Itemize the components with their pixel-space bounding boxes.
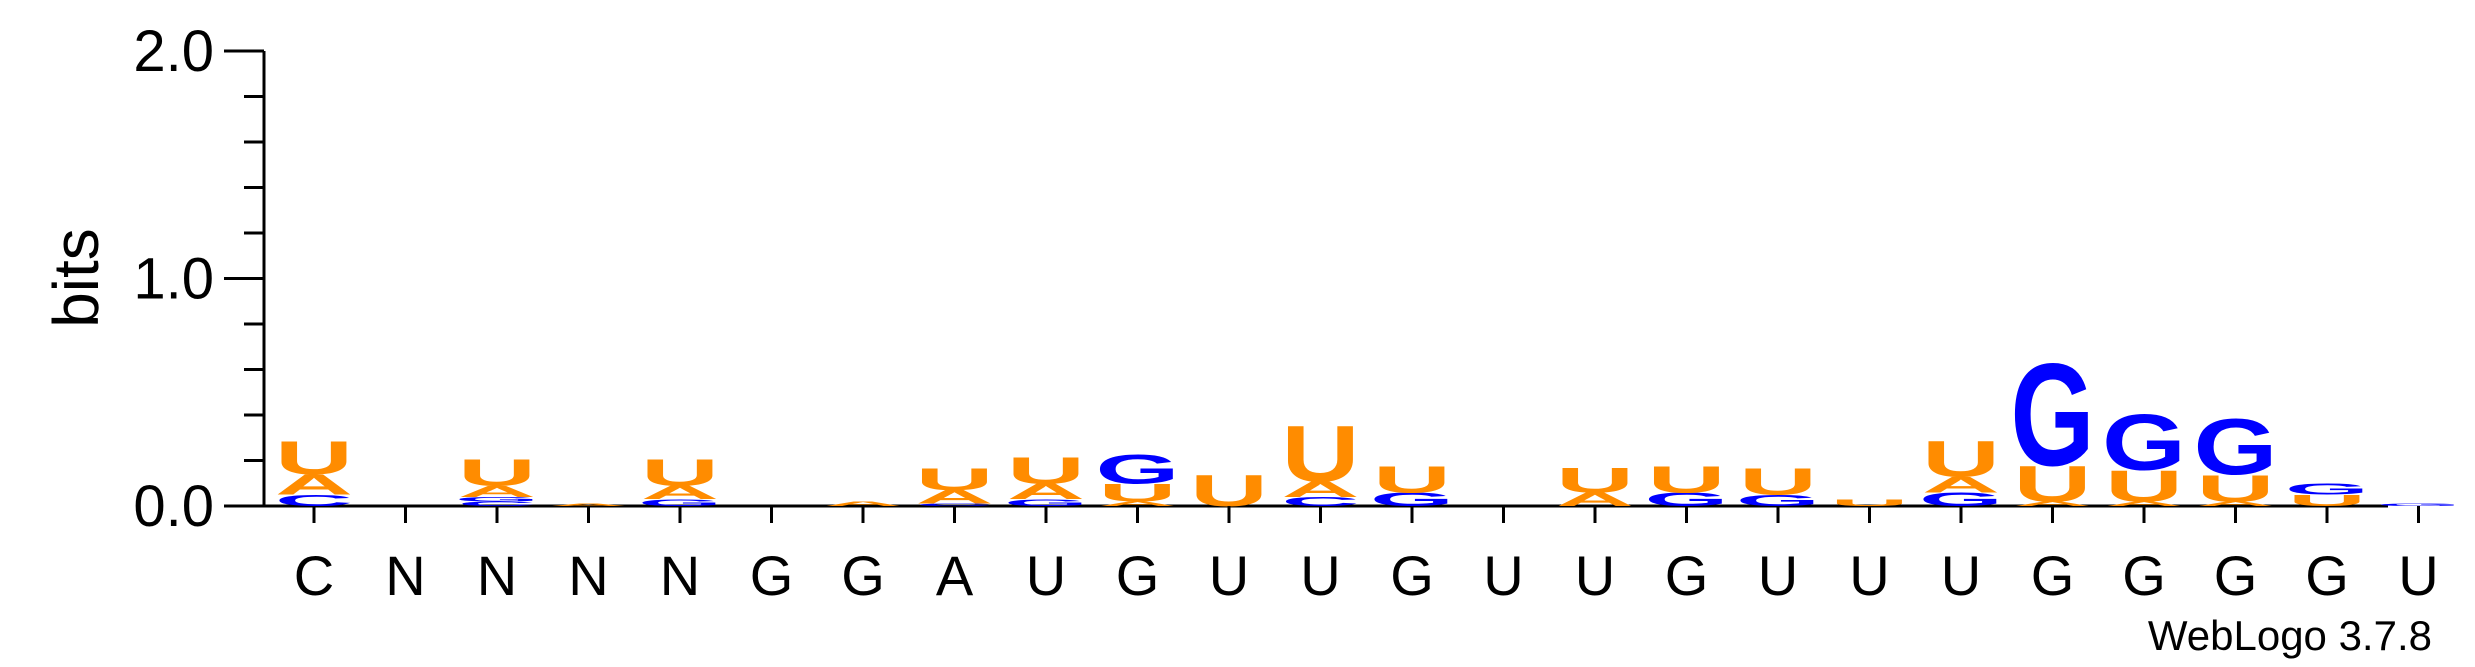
consensus-letter: U (2398, 544, 2438, 607)
consensus-letter: G (2305, 544, 2349, 607)
consensus-letter: U (1483, 544, 1523, 607)
logo-letter-U: U (1007, 449, 1085, 491)
logo-letter-U: U (1556, 461, 1634, 500)
consensus-letter: N (660, 544, 700, 607)
logo-letter-U: U (2013, 456, 2091, 513)
consensus-letter: G (1390, 544, 1434, 607)
logo-letter-A: A (1281, 477, 1359, 502)
logo-letter-U: U (1373, 458, 1451, 500)
logo-letter-U: U (2288, 492, 2366, 510)
logo-letter-U: U (275, 431, 353, 485)
logo-letter-C: C (275, 492, 353, 510)
logo-letter-A: A (824, 500, 902, 507)
consensus-letter: G (841, 544, 885, 607)
y-tick-label: 2.0 (133, 19, 214, 84)
logo-letter-A: A (1556, 489, 1634, 510)
logo-letter-U: U (2105, 461, 2183, 511)
logo-letter-G: G (1370, 489, 1454, 510)
consensus-letter: U (1209, 544, 1249, 607)
logo-letter-U: U (1922, 431, 2000, 488)
logo-letter-A: A (2196, 500, 2274, 507)
logo-letter-G: G (2285, 480, 2369, 498)
consensus-letter: N (385, 544, 425, 607)
logo-letter-G: G (638, 498, 722, 509)
logo-letter-G: G (1095, 446, 1179, 492)
logo-letter-G: G (1004, 498, 1088, 509)
logo-letter-C: C (1281, 495, 1359, 509)
consensus-letter: G (2122, 544, 2166, 607)
logo-letter-U: U (1830, 498, 1908, 509)
logo-letter-G: G (1644, 489, 1728, 510)
logo-letter-A: A (2013, 500, 2091, 507)
logo-letter-G: G (455, 496, 539, 503)
logo-letter-C: C (915, 503, 993, 507)
logo-letter-A: A (1922, 472, 2000, 497)
logo-letter-U: U (1098, 478, 1176, 507)
logo-letter-G: G (2010, 334, 2094, 497)
consensus-letter: G (2031, 544, 2075, 607)
logo-letter-U: U (1281, 410, 1359, 499)
logo-letter-A: A (641, 482, 719, 503)
logo-letter-U: U (1647, 458, 1725, 500)
consensus-letter: U (1300, 544, 1340, 607)
consensus-letter: U (1026, 544, 1066, 607)
consensus-letter: G (1665, 544, 1709, 607)
logo-letter-G: G (2193, 403, 2277, 492)
logo-letter-A: A (275, 469, 353, 501)
logo-letter-A: A (2105, 500, 2183, 507)
consensus-letter: N (477, 544, 517, 607)
logo-letter-G: G (2376, 503, 2460, 507)
consensus-letter: U (1849, 544, 1889, 607)
logo-letter-A: A (1007, 479, 1085, 504)
logo-letter-U: U (641, 452, 719, 494)
consensus-letter: N (568, 544, 608, 607)
consensus-letter: U (1941, 544, 1981, 607)
logo-letter-U: U (915, 461, 993, 497)
logo-letter-G: G (1919, 489, 2003, 510)
consensus-letter: G (2214, 544, 2258, 607)
consensus-letter: U (1575, 544, 1615, 607)
consensus-letter: G (1116, 544, 1160, 607)
weblogo-credit: WebLogo 3.7.8 (2148, 612, 2432, 659)
consensus-letter: G (750, 544, 794, 607)
y-tick-label: 0.0 (133, 474, 214, 539)
logo-letter-U: U (1739, 461, 1817, 503)
y-tick-label: 1.0 (133, 247, 214, 312)
consensus-letter: U (1758, 544, 1798, 607)
logo-letter-A: A (1098, 500, 1176, 507)
logo-letter-G: G (2102, 398, 2186, 487)
consensus-letter: A (936, 544, 974, 607)
logo-letter-U: U (2196, 468, 2274, 510)
logo-letter-A: A (915, 487, 993, 508)
logo-letter-U: U (458, 452, 536, 494)
y-axis-label: bits (40, 228, 112, 328)
logo-letter-A: A (458, 483, 536, 501)
y-axis-ticks: 0.0 1.0 2.0 (133, 19, 264, 539)
consensus-letter: C (294, 544, 334, 607)
logo-letter-A: A (549, 503, 627, 507)
logo-letter-G: G (1736, 492, 1820, 510)
logo-letter-C: C (458, 500, 536, 507)
